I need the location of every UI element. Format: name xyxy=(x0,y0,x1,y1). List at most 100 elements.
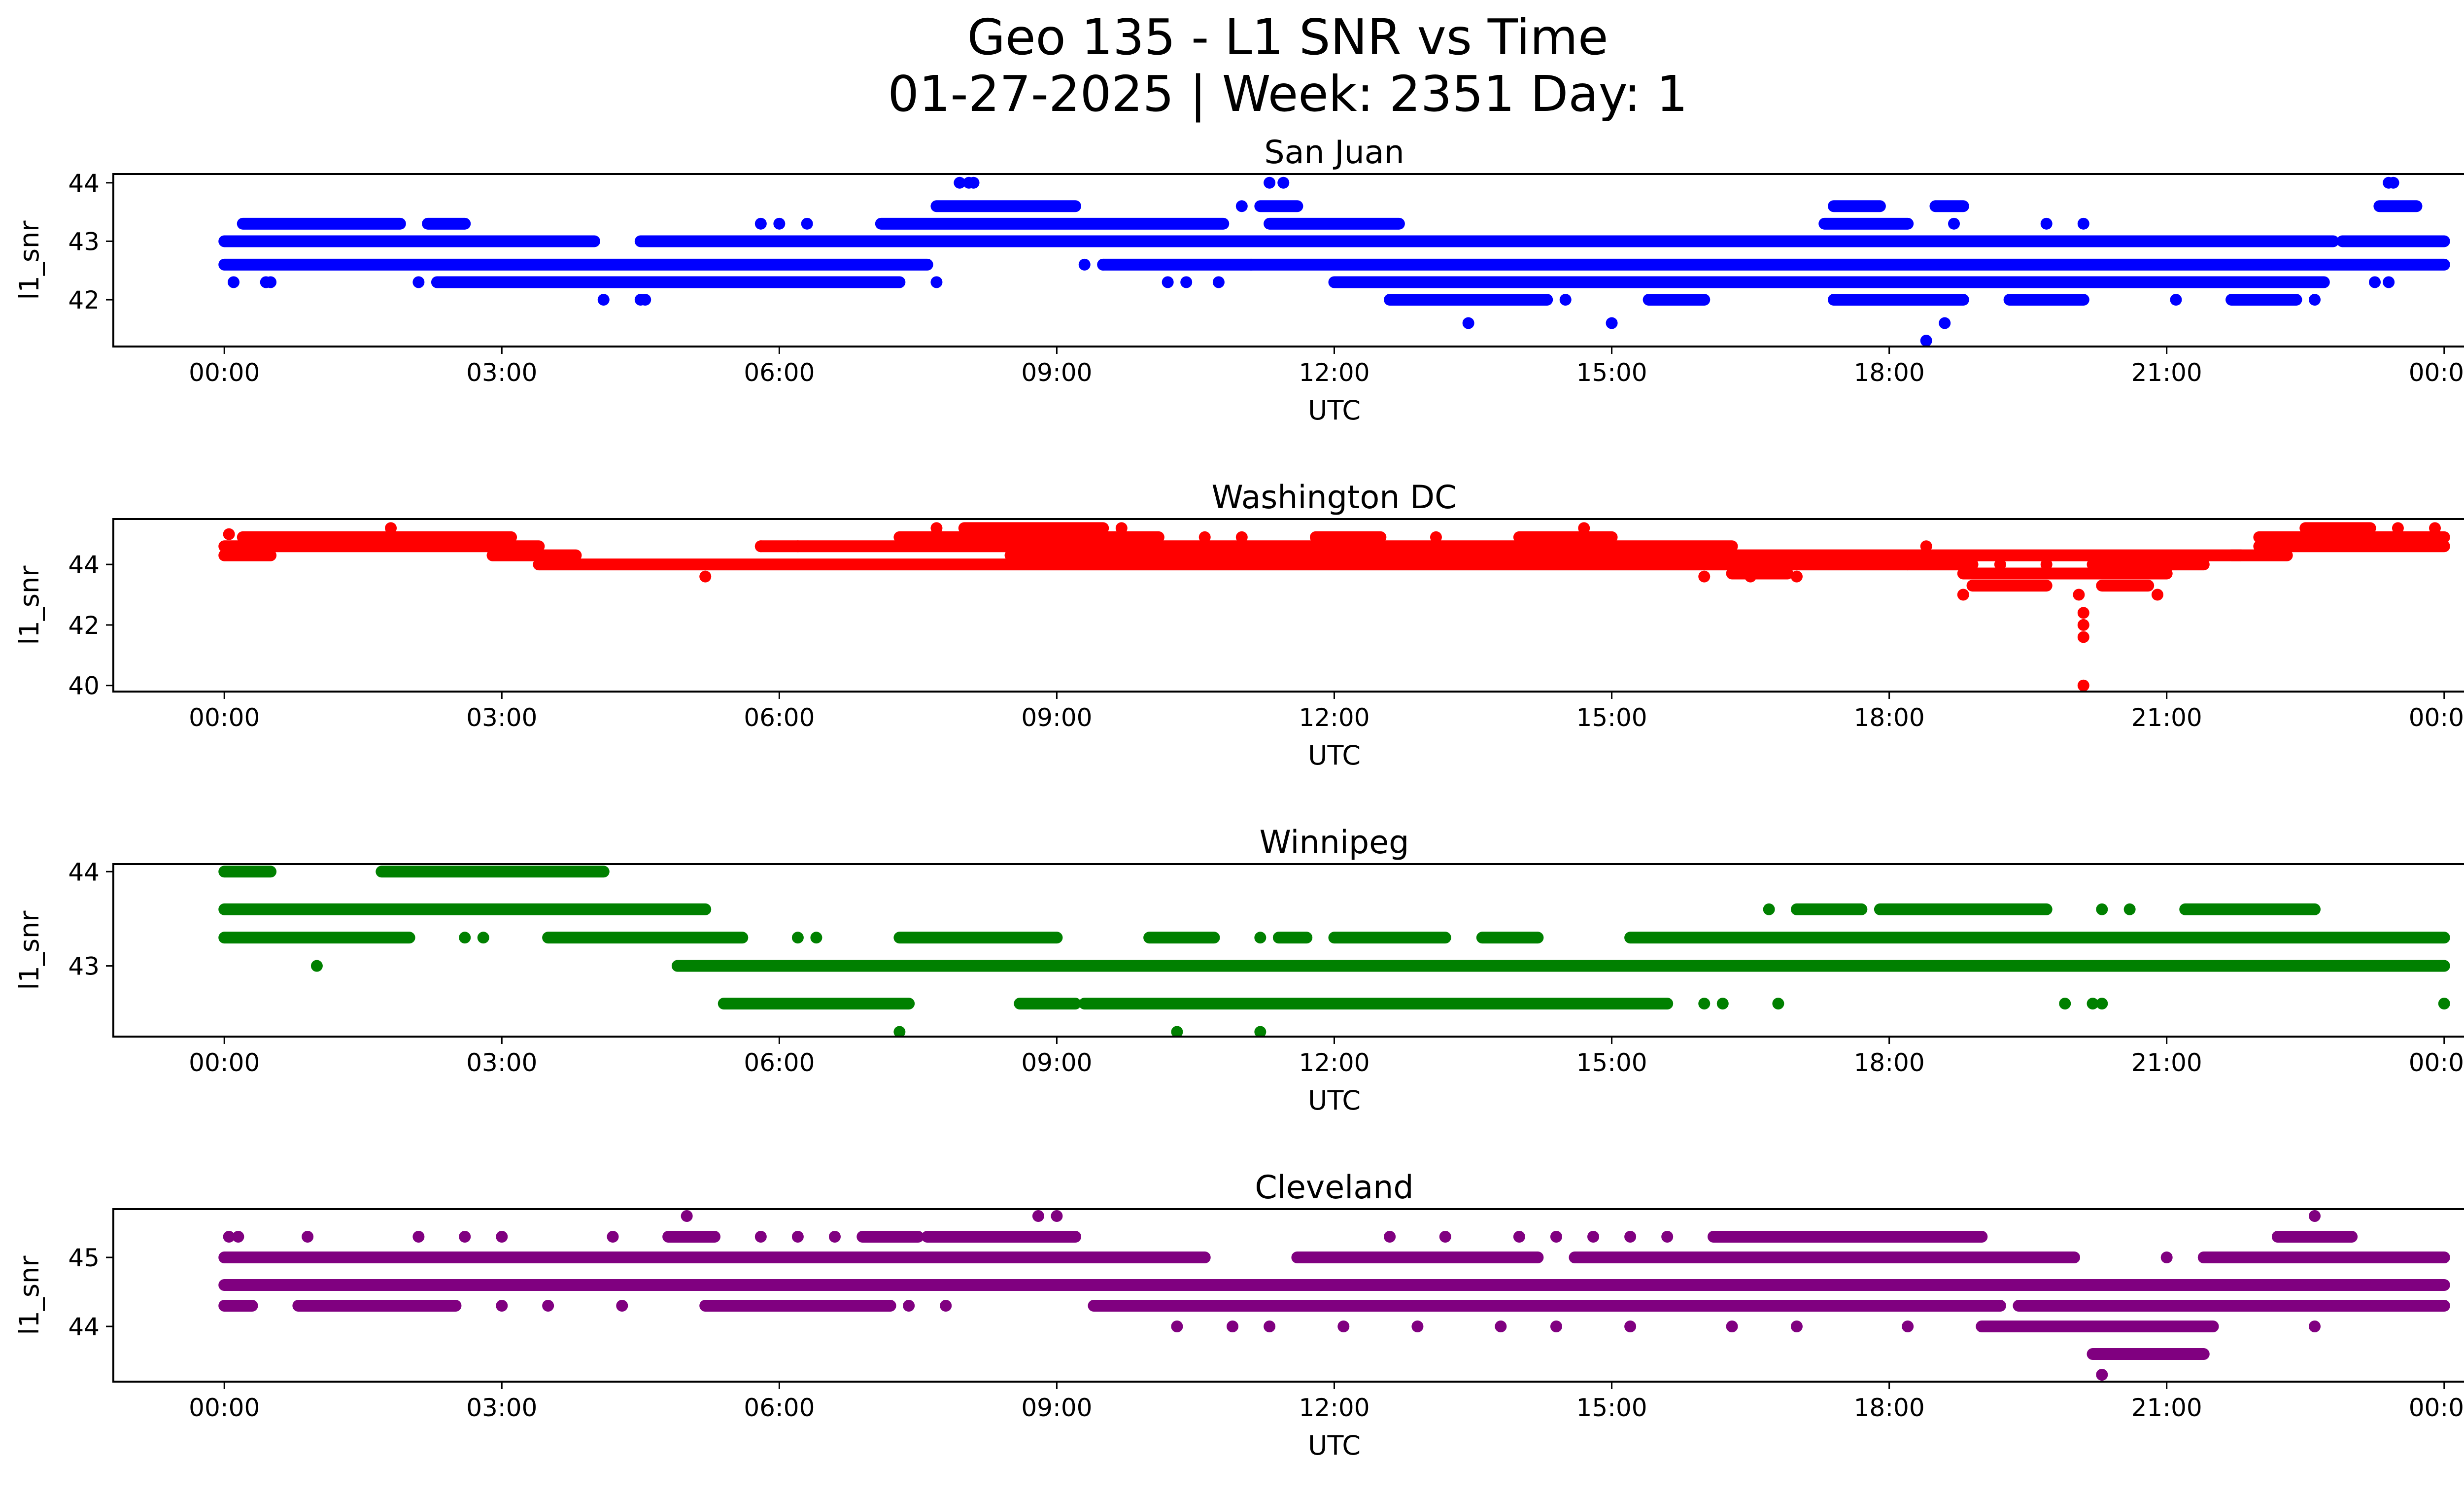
data-point xyxy=(1439,1231,1451,1243)
data-point-run xyxy=(2087,558,2210,571)
data-point xyxy=(227,276,240,288)
data-point-run xyxy=(2003,294,2089,306)
x-tick-label: 00:00 xyxy=(2409,1048,2464,1077)
data-point xyxy=(597,294,610,306)
data-point xyxy=(1559,294,1572,306)
data-point-run xyxy=(2179,903,2321,915)
data-point-run xyxy=(1264,217,1405,230)
data-point-run xyxy=(1309,531,1387,543)
data-point-run xyxy=(218,258,933,271)
data-point xyxy=(1596,235,1608,247)
data-point-run xyxy=(2013,1300,2450,1312)
data-point-run xyxy=(2087,1348,2210,1360)
data-point xyxy=(2040,217,2053,230)
data-point-run xyxy=(718,998,915,1010)
data-point xyxy=(2096,998,2108,1010)
x-tick-label: 21:00 xyxy=(2131,1048,2202,1077)
data-point xyxy=(791,540,804,553)
data-point-run xyxy=(218,903,712,915)
x-tick-label: 06:00 xyxy=(744,703,815,732)
data-point-run xyxy=(218,1252,1211,1263)
x-tick-label: 00:00 xyxy=(189,358,260,387)
data-point xyxy=(1264,1321,1276,1332)
data-point-run xyxy=(1966,580,2053,592)
data-point-run xyxy=(237,217,406,230)
data-point-run xyxy=(542,932,749,944)
y-tick-label: 42 xyxy=(68,611,100,640)
data-point xyxy=(940,1300,952,1312)
data-point xyxy=(2160,1252,2173,1263)
data-point xyxy=(302,1231,314,1243)
data-point-run xyxy=(2197,1252,2450,1263)
data-point xyxy=(1790,570,1803,583)
data-point xyxy=(773,217,786,230)
data-point xyxy=(459,1231,471,1243)
data-point xyxy=(699,570,712,583)
data-point-run xyxy=(2299,522,2376,534)
data-point-run xyxy=(1828,200,1886,212)
x-tick-label: 18:00 xyxy=(1854,703,1925,732)
data-marks xyxy=(218,176,2450,347)
data-point-run xyxy=(1476,932,1544,944)
data-point xyxy=(810,932,822,944)
x-tick-label: 00:00 xyxy=(2409,1393,2464,1422)
data-point-run xyxy=(1976,1321,2219,1332)
data-point-run xyxy=(1569,1252,2081,1263)
data-point xyxy=(754,1231,767,1243)
data-point xyxy=(2309,1210,2321,1222)
data-point xyxy=(1920,540,1932,553)
data-point-run xyxy=(237,531,517,543)
data-point xyxy=(1661,1231,1674,1243)
data-point xyxy=(1587,1231,1600,1243)
y-axis-label: l1_snr xyxy=(14,220,45,300)
x-tick-label: 00:00 xyxy=(189,1048,260,1077)
data-point-run xyxy=(218,1279,2450,1291)
data-point-run xyxy=(1513,531,1618,543)
chart-winnipeg: Winnipeg UTC l1_snr 00:00 03:00 06:00 09:00… xyxy=(14,824,2464,1116)
panel-title: Washington DC xyxy=(1211,479,1457,516)
data-point xyxy=(903,1300,915,1312)
data-point-run xyxy=(1929,200,1969,212)
data-point xyxy=(2309,1321,2321,1332)
data-point xyxy=(232,1231,244,1243)
data-point-run xyxy=(2225,549,2293,561)
data-point-run xyxy=(856,1231,924,1243)
data-point-run xyxy=(1643,294,1711,306)
data-point xyxy=(385,522,397,534)
data-point-run xyxy=(754,540,1738,553)
data-point xyxy=(1948,217,1960,230)
axes-frame xyxy=(112,863,2464,1038)
data-point xyxy=(2087,998,2099,1010)
y-axis-label: l1_snr xyxy=(14,1255,45,1335)
data-point xyxy=(1994,558,2006,571)
data-point-run xyxy=(1254,200,1303,212)
data-point xyxy=(1716,998,1729,1010)
data-point xyxy=(2077,679,2089,692)
data-point xyxy=(1772,998,1784,1010)
y-tick-label: 44 xyxy=(68,858,100,886)
x-axis-label: UTC xyxy=(1308,395,1361,426)
data-point xyxy=(2429,522,2441,534)
data-point xyxy=(1939,317,1951,329)
y-tick-label: 40 xyxy=(68,672,100,700)
data-point xyxy=(1171,1321,1183,1332)
data-point xyxy=(1790,1321,1803,1332)
data-point-run xyxy=(1624,932,2450,944)
x-tick-label: 06:00 xyxy=(744,1048,815,1077)
data-point xyxy=(2387,176,2399,189)
data-point-run xyxy=(1708,1231,1877,1243)
panel-title: Winnipeg xyxy=(1260,824,1409,861)
y-tick-label: 43 xyxy=(68,227,100,256)
y-tick-label: 44 xyxy=(68,1313,100,1341)
data-point xyxy=(1495,1321,1507,1332)
data-point xyxy=(1624,1231,1637,1243)
data-point-run xyxy=(218,932,415,944)
data-point xyxy=(791,1231,804,1243)
x-tick-label: 00:00 xyxy=(2409,703,2464,732)
data-point-run xyxy=(2253,531,2450,543)
data-point xyxy=(1698,570,1711,583)
data-point xyxy=(542,1300,554,1312)
x-tick-label: 09:00 xyxy=(1021,1393,1092,1422)
data-point xyxy=(2077,631,2089,643)
data-point xyxy=(1550,1231,1562,1243)
